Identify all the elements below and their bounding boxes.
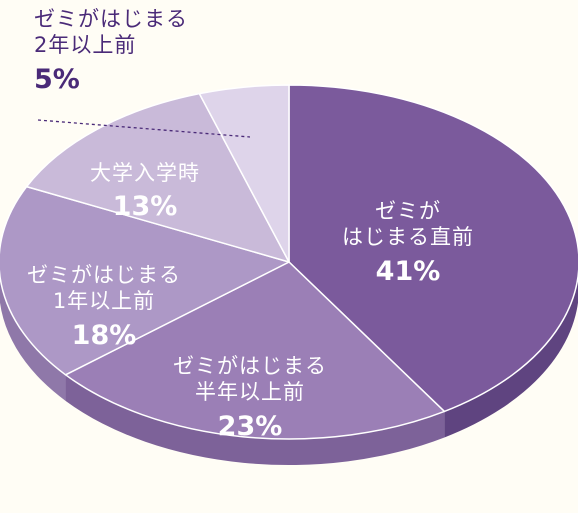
label-slice-half-year-before: ゼミがはじまる 半年以上前 23% — [150, 353, 350, 443]
label-slice-university-entrance: 大学入学時 13% — [60, 160, 230, 224]
slice-category-label: ゼミがはじまる 半年以上前 — [173, 354, 327, 405]
pie-slice-half-year-before — [64, 261, 446, 440]
slice-percent-label: 23% — [217, 410, 283, 442]
slice-percent-label: 41% — [375, 255, 441, 287]
label-slice-two-years-before: ゼミがはじまる 2年以上前 5% — [34, 6, 274, 96]
slice-category-label: ゼミがはじまる 2年以上前 — [34, 7, 188, 58]
slice-category-label: ゼミが はじまる直前 — [342, 199, 474, 250]
pie-slice-two-years-before — [198, 84, 290, 263]
pie-slice-university-entrance — [25, 92, 290, 263]
pie-slice-just-before — [288, 84, 578, 413]
pie-slice-one-year-before — [0, 185, 290, 376]
slice-category-label: 大学入学時 — [90, 161, 200, 185]
slice-category-label: ゼミがはじまる 1年以上前 — [27, 263, 181, 314]
label-slice-one-year-before: ゼミがはじまる 1年以上前 18% — [4, 262, 204, 352]
pie-side-one-year-before — [0, 276, 66, 401]
slice-percent-label: 18% — [71, 319, 137, 351]
slice-percent-label: 13% — [112, 191, 178, 223]
slice-percent-label: 5% — [34, 63, 80, 95]
pie-side-half-year-before — [65, 374, 445, 465]
label-slice-just-before: ゼミが はじまる直前 41% — [318, 198, 498, 288]
